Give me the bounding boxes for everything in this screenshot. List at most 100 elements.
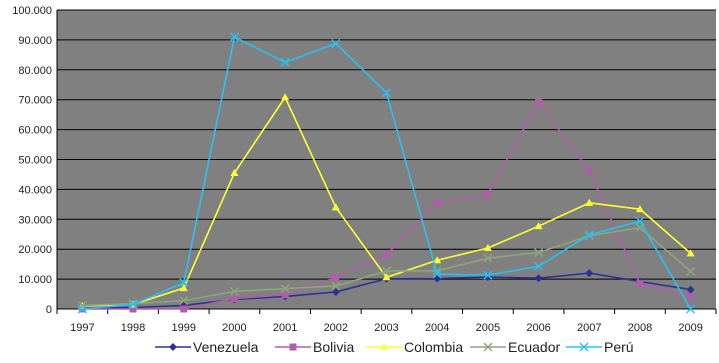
x-tick-label: 1999	[171, 322, 195, 334]
data-point-per-	[635, 216, 645, 226]
x-tick-label: 2001	[273, 322, 297, 334]
data-point-per-	[179, 278, 189, 288]
data-point-bolivia	[585, 167, 593, 175]
legend: Venezuela Bolivia Colombia Ecuador Perú	[155, 339, 634, 355]
y-tick-label: 0	[46, 304, 52, 316]
data-point-bolivia	[535, 98, 543, 106]
marker-stroke	[579, 342, 589, 352]
data-point-venezuela	[331, 287, 340, 296]
series-group	[77, 32, 696, 314]
x-tick-label: 2006	[526, 322, 550, 334]
marker-stroke	[280, 57, 290, 67]
series-colombia	[78, 93, 695, 310]
data-point-colombia	[534, 222, 543, 230]
data-point-per-	[77, 304, 87, 314]
y-tick-label: 40.000	[18, 184, 52, 196]
gridlines	[57, 9, 716, 280]
legend-label: Colombia	[404, 339, 463, 355]
data-point-bolivia	[484, 190, 492, 198]
data-point-colombia	[483, 244, 492, 252]
data-point-bolivia	[230, 295, 238, 303]
legend-swatch-marker	[579, 342, 589, 352]
marker-stroke	[331, 38, 341, 49]
data-point-per-	[331, 38, 341, 49]
x-tick-label: 1997	[70, 322, 94, 334]
y-tick-label: 70.000	[18, 95, 52, 107]
data-point-colombia	[331, 203, 340, 211]
y-tick-label: 90.000	[18, 35, 52, 47]
legend-label: Perú	[604, 339, 634, 355]
data-point-colombia	[281, 93, 290, 101]
marker-stroke	[584, 230, 594, 240]
data-point-colombia	[433, 256, 442, 264]
marker-stroke	[331, 281, 341, 291]
marker-stroke	[686, 304, 696, 314]
marker-stroke	[635, 216, 645, 226]
legend-swatch-marker	[380, 343, 388, 350]
data-point-bolivia	[383, 251, 390, 259]
tick-labels: 0 10.000 20.000 30.000 40.000 50.000 60.000 70.…	[12, 5, 703, 334]
marker-stroke	[77, 300, 87, 310]
legend-item-venezuela: Venezuela	[155, 339, 259, 355]
y-tick-label: 10.000	[18, 274, 52, 286]
data-point-ecuador	[229, 286, 239, 296]
legend-item-bolivia: Bolivia	[275, 339, 354, 355]
data-point-bolivia	[281, 291, 289, 299]
x-tick-label: 2005	[476, 322, 500, 334]
data-point-per-	[280, 57, 290, 67]
x-tick-label: 2004	[425, 322, 449, 334]
data-point-ecuador	[686, 266, 696, 276]
data-point-per-	[128, 299, 138, 310]
y-tick-label: 50.000	[18, 155, 52, 167]
data-point-ecuador	[331, 281, 341, 291]
marker-stroke	[179, 296, 189, 306]
x-tick-label: 2003	[374, 322, 398, 334]
data-point-venezuela	[534, 274, 543, 283]
data-point-colombia	[686, 249, 695, 257]
y-tick-label: 80.000	[18, 65, 52, 77]
data-point-bolivia	[433, 199, 441, 207]
marker-stroke	[229, 286, 239, 296]
marker-stroke	[128, 299, 138, 310]
marker-stroke	[432, 266, 442, 276]
legend-swatch-marker	[169, 343, 177, 351]
y-tick-label: 20.000	[18, 244, 52, 256]
marker-stroke	[280, 284, 290, 294]
x-tick-label: 2009	[678, 322, 702, 334]
data-point-per-	[432, 269, 442, 279]
x-tick-label: 2007	[577, 322, 601, 334]
series-bolivia	[78, 98, 695, 313]
data-point-per-	[534, 261, 544, 271]
data-point-colombia	[585, 198, 594, 206]
data-point-venezuela	[585, 269, 594, 278]
data-point-colombia	[382, 273, 391, 281]
marker-stroke	[483, 253, 493, 263]
data-point-venezuela	[686, 285, 695, 294]
data-point-bolivia	[129, 305, 137, 313]
marker-stroke	[179, 278, 189, 288]
data-point-bolivia	[636, 280, 644, 288]
legend-item-colombia: Colombia	[366, 339, 463, 355]
data-point-colombia	[179, 284, 188, 292]
marker-stroke	[534, 261, 544, 271]
marker-stroke	[432, 269, 442, 279]
x-tick-label: 2008	[628, 322, 652, 334]
marker-stroke	[77, 304, 87, 314]
data-point-colombia	[635, 205, 644, 213]
legend-item-per-: Perú	[566, 339, 634, 355]
y-tick-label: 60.000	[18, 125, 52, 137]
legend-swatch-marker	[289, 343, 297, 351]
data-point-bolivia	[687, 293, 695, 301]
data-point-per-	[686, 304, 696, 314]
data-point-per-	[584, 230, 594, 240]
data-point-bolivia	[332, 274, 340, 282]
y-tick-label: 30.000	[18, 214, 52, 226]
data-point-bolivia	[180, 305, 188, 313]
marker-stroke	[686, 266, 696, 276]
legend-label: Venezuela	[193, 339, 259, 355]
marker-stroke	[534, 247, 544, 258]
marker-stroke	[483, 342, 493, 352]
marker-stroke	[229, 32, 239, 42]
data-point-per-	[483, 270, 493, 280]
